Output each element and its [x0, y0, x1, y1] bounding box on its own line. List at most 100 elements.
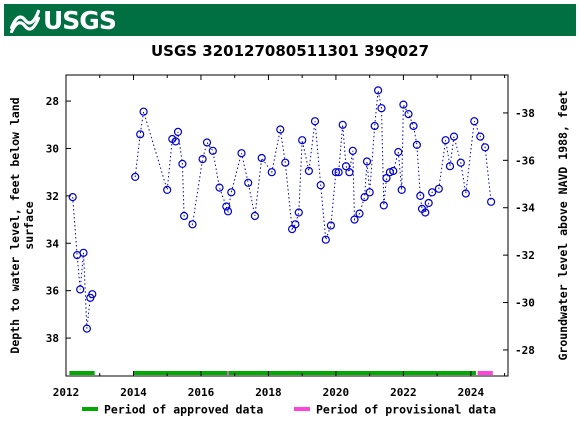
- data-point: [370, 121, 379, 131]
- data-point: [131, 172, 140, 181]
- series-line-segment-1: [134, 90, 492, 240]
- data-point: [227, 188, 236, 197]
- plot-area: [68, 86, 496, 375]
- data-point: [178, 159, 187, 168]
- data-point: [434, 184, 443, 193]
- data-point: [382, 174, 391, 183]
- data-point: [171, 137, 180, 146]
- data-point: [389, 166, 398, 176]
- data-point: [250, 211, 259, 221]
- data-point: [481, 143, 490, 152]
- data-point: [350, 215, 359, 224]
- data-point: [88, 290, 97, 299]
- y2-tick-label: -36: [515, 154, 535, 167]
- data-point: [404, 109, 413, 119]
- y-tick-label: 28: [46, 95, 59, 108]
- data-point: [294, 208, 303, 217]
- x-tick-label: 2020: [323, 386, 350, 399]
- data-point: [487, 197, 496, 206]
- legend-provisional-label: Period of provisional data: [316, 403, 496, 417]
- data-point: [348, 146, 357, 155]
- usgs-banner: USGS: [4, 4, 576, 36]
- data-point: [276, 125, 285, 134]
- plot-frame: [65, 74, 509, 377]
- x-tick-label: 2014: [120, 386, 147, 399]
- data-point: [421, 208, 430, 217]
- data-point: [416, 191, 425, 200]
- data-point: [470, 117, 479, 126]
- y2-tick-label: -32: [515, 249, 535, 262]
- data-point: [355, 209, 364, 218]
- y-tick-label: 34: [46, 237, 60, 250]
- data-point: [163, 185, 172, 194]
- data-point: [281, 158, 290, 167]
- data-point: [321, 235, 330, 244]
- data-point: [291, 220, 300, 229]
- usgs-logo: USGS: [10, 4, 117, 36]
- data-point: [456, 158, 465, 167]
- data-point: [202, 138, 212, 147]
- y2-tick-label: -30: [515, 297, 535, 310]
- data-point: [360, 193, 369, 202]
- data-point: [316, 181, 325, 190]
- data-point: [222, 202, 231, 211]
- data-point: [267, 168, 276, 177]
- data-point: [304, 166, 313, 176]
- data-point: [397, 185, 406, 194]
- data-point: [223, 207, 233, 216]
- y2-tick-label: -28: [515, 344, 535, 357]
- data-point: [476, 132, 485, 141]
- data-point: [385, 168, 394, 177]
- chart-title: USGS 320127080511301 39Q027: [150, 42, 430, 60]
- data-point: [237, 149, 246, 158]
- y-tick-label: 38: [46, 332, 59, 345]
- y-axis-label-line-1: Depth to water level, feet below land: [8, 97, 22, 353]
- data-point: [310, 117, 320, 126]
- data-point: [208, 146, 217, 155]
- data-point: [68, 193, 77, 202]
- data-point: [82, 324, 92, 333]
- data-point: [334, 168, 343, 177]
- x-tick-label: 2012: [53, 386, 80, 399]
- x-tick-label: 2018: [255, 386, 282, 399]
- data-point: [449, 132, 459, 141]
- x-tick-label: 2016: [188, 386, 215, 399]
- data-point: [173, 127, 183, 136]
- data-point: [409, 121, 418, 131]
- data-point: [298, 136, 307, 145]
- data-point: [345, 168, 354, 177]
- data-point: [180, 211, 189, 221]
- data-point: [412, 140, 421, 149]
- data-point: [139, 107, 148, 116]
- data-point: [188, 220, 197, 229]
- data-point: [379, 201, 388, 210]
- data-point: [461, 189, 470, 198]
- data-point: [377, 104, 386, 113]
- y2-tick-label: -38: [515, 107, 535, 120]
- legend: Period of approved data Period of provis…: [82, 403, 496, 417]
- y-axis-label-line-2: surface: [22, 201, 36, 250]
- data-point: [365, 188, 374, 197]
- series-line-segment-0: [72, 197, 93, 329]
- data-point: [445, 162, 455, 171]
- y-tick-label: 32: [46, 190, 59, 203]
- data-point: [374, 86, 383, 95]
- y2-axis-label: Groundwater level above NAVD 1988, feet: [556, 90, 570, 360]
- x-tick-label: 2022: [390, 386, 417, 399]
- axes: 2012 2014 2016 2018 2020 2022 2024 28 30 32 34 36 38…: [46, 75, 535, 399]
- data-point: [326, 221, 335, 230]
- data-point: [424, 198, 433, 208]
- y2-tick-label: -34: [515, 202, 535, 215]
- y-tick-label: 36: [46, 285, 60, 298]
- data-point: [362, 157, 372, 166]
- data-point: [79, 248, 88, 257]
- data-point: [441, 136, 450, 145]
- data-point: [399, 100, 408, 109]
- legend-approved-label: Period of approved data: [104, 403, 263, 417]
- usgs-wave-icon: [10, 9, 40, 33]
- data-point: [257, 153, 266, 163]
- data-point: [341, 162, 351, 171]
- data-point: [76, 285, 85, 294]
- data-point: [215, 183, 224, 192]
